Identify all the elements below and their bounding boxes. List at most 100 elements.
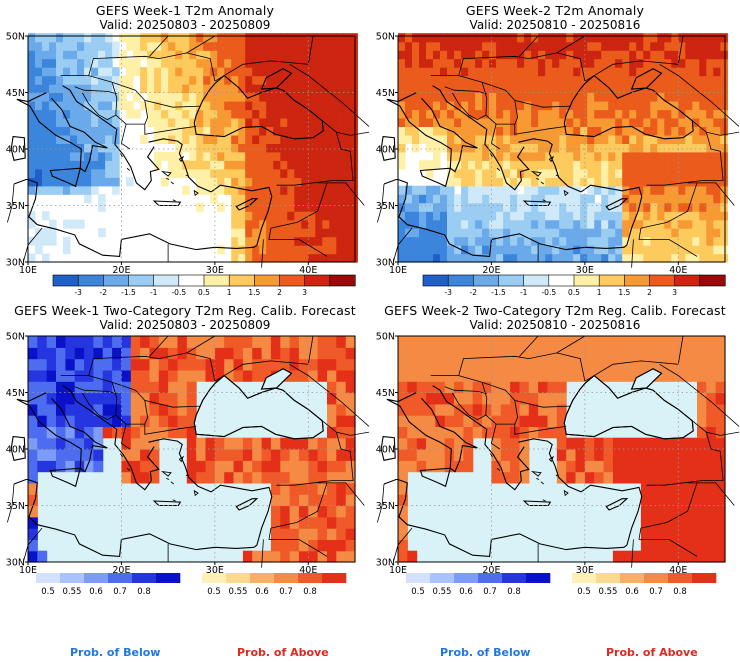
field-cell <box>699 228 707 238</box>
field-cell <box>350 219 358 229</box>
field-cell <box>93 358 104 371</box>
field-cell <box>706 219 714 229</box>
field-cell <box>70 58 78 68</box>
field-cell <box>398 228 406 238</box>
field-cell <box>70 101 78 111</box>
field-cell <box>398 528 408 540</box>
field-cell <box>28 253 36 263</box>
field-cell <box>706 336 717 348</box>
field-cell <box>280 151 288 161</box>
field-cell <box>517 84 525 94</box>
field-cell <box>329 126 337 136</box>
field-cell <box>622 117 630 127</box>
field-cell <box>231 143 239 153</box>
colorbar-swatch <box>329 274 356 287</box>
field-cell <box>308 528 319 540</box>
field-cell <box>510 403 520 416</box>
field-cell <box>63 151 71 161</box>
field-cell <box>454 426 464 439</box>
field-cell <box>46 381 57 394</box>
field-cell <box>538 126 546 136</box>
field-cell <box>233 449 244 461</box>
field-cell <box>287 211 295 221</box>
field-cell <box>329 245 337 255</box>
field-cell <box>28 415 38 427</box>
field-cell <box>489 245 497 255</box>
field-cell <box>573 177 581 187</box>
field-cell <box>168 381 178 394</box>
field-cell <box>678 494 689 507</box>
field-cell <box>315 168 323 178</box>
field-cell <box>657 253 665 263</box>
field-cell <box>28 449 38 461</box>
field-cell <box>547 426 558 439</box>
field-cell <box>556 358 567 371</box>
field-cell <box>608 126 616 136</box>
field-cell <box>678 460 689 473</box>
field-cell <box>266 67 274 77</box>
coastline <box>260 368 293 390</box>
field-cell <box>496 126 504 136</box>
field-cell <box>98 160 106 170</box>
field-cell <box>685 84 693 94</box>
field-cell <box>329 101 337 111</box>
field-cell <box>545 109 553 119</box>
field-cell <box>168 134 176 144</box>
field-cell <box>552 236 560 246</box>
field-cell <box>636 236 644 246</box>
field-cell <box>482 202 490 212</box>
field-cell <box>580 151 588 161</box>
field-cell <box>475 160 483 170</box>
field-cell <box>671 75 679 85</box>
field-cell <box>112 84 120 94</box>
field-cell <box>580 143 588 153</box>
colorbar-label: -1 <box>150 288 158 297</box>
field-cell <box>121 437 132 450</box>
field-cell <box>566 202 574 212</box>
field-cell <box>196 117 204 127</box>
field-cell <box>147 67 155 77</box>
country-border <box>317 482 365 506</box>
field-cell <box>273 228 281 238</box>
field-cell <box>538 228 546 238</box>
field-cell <box>685 92 693 102</box>
field-cell <box>426 415 436 427</box>
field-cell <box>37 336 48 348</box>
country-border <box>322 420 370 436</box>
field-cell <box>706 117 714 127</box>
field-cell <box>657 67 665 77</box>
field-cell <box>287 219 295 229</box>
field-cell <box>612 358 623 371</box>
field-cell <box>317 336 328 348</box>
field-cell <box>531 109 539 119</box>
field-cell <box>440 101 448 111</box>
field-cell <box>56 134 64 144</box>
island <box>536 177 540 180</box>
field-cell <box>524 41 532 51</box>
field-cell <box>435 415 446 427</box>
field-cell <box>412 67 420 77</box>
field-cell <box>545 236 553 246</box>
field-cell <box>217 151 225 161</box>
field-cell <box>671 211 679 221</box>
field-cell <box>433 160 441 170</box>
field-cell <box>350 67 358 77</box>
field-cell <box>608 236 616 246</box>
field-cell <box>510 160 518 170</box>
field-cell <box>168 50 176 60</box>
field-cell <box>280 126 288 136</box>
field-cell <box>538 236 546 246</box>
field-cell <box>28 160 36 170</box>
field-cell <box>426 236 434 246</box>
field-cell <box>433 219 441 229</box>
field-cell <box>692 219 700 229</box>
coastline <box>27 178 255 257</box>
field-cell <box>93 460 104 473</box>
field-cell <box>706 92 714 102</box>
field-cell <box>671 33 679 43</box>
field-cell <box>308 168 316 178</box>
colorbar-label: 0.8 <box>507 587 521 597</box>
field-cell <box>720 92 728 102</box>
field-cell <box>678 505 689 518</box>
field-cell <box>496 211 504 221</box>
